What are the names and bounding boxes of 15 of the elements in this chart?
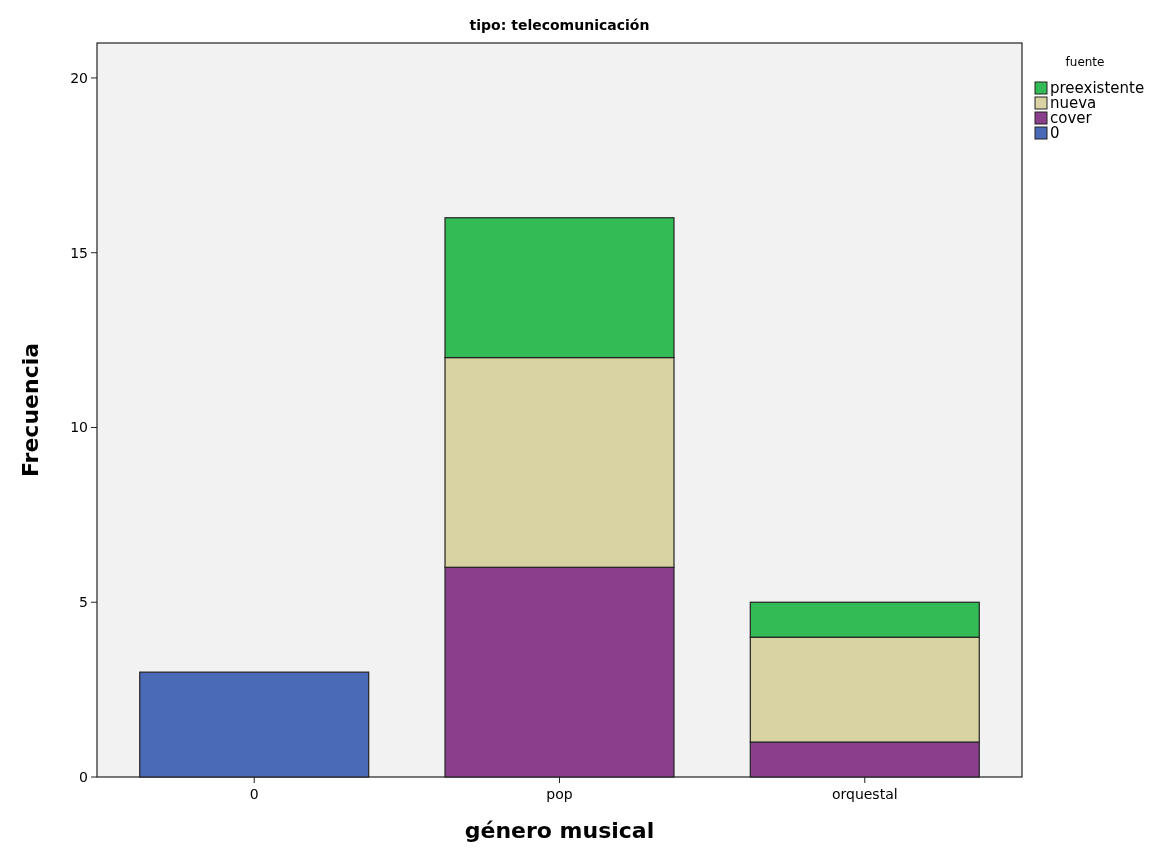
legend-label: preexistente [1050,79,1145,97]
y-tick-label: 0 [79,768,88,785]
legend-label: cover [1050,109,1093,127]
y-axis-title: Frecuencia [18,342,43,478]
y-tick-label: 15 [70,244,88,261]
legend-label: 0 [1050,124,1060,142]
x-tick-label: 0 [249,786,259,802]
chart-title: tipo: telecomunicación [469,17,650,33]
y-tick-label: 10 [70,419,88,436]
x-tick-label: pop [546,786,573,802]
x-tick-label: orquestal [831,786,898,802]
y-tick-label: 20 [70,69,88,86]
x-axis-title: género musical [464,818,655,843]
legend-title: fuente [1065,55,1105,69]
y-tick-label: 5 [79,594,88,611]
